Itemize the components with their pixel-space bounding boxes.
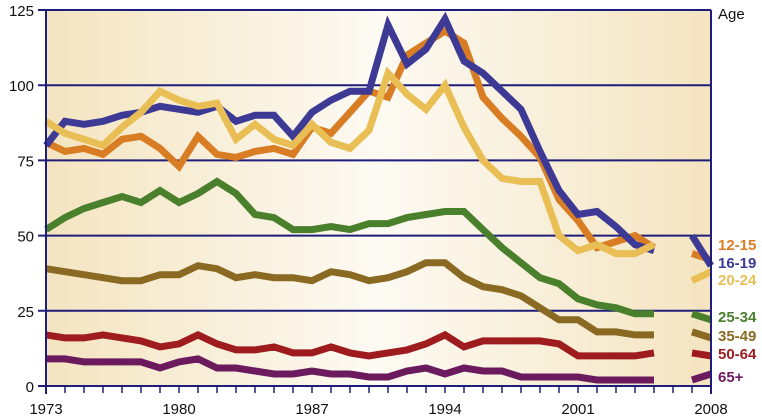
- series-line-25-34: [44, 177, 654, 318]
- series-line-20-24: [690, 268, 713, 284]
- y-tick-label: 25: [17, 304, 34, 321]
- x-tick-label: 1987: [295, 401, 328, 418]
- legend-label-20-24: 20-24: [718, 272, 757, 289]
- series-line-25-34: [690, 310, 713, 324]
- series-line-20-24: [44, 66, 656, 258]
- legend-label-25-34: 25-34: [718, 309, 757, 326]
- legend-title: Age: [718, 6, 745, 23]
- y-tick-label: 125: [9, 3, 34, 20]
- legend-label-35-49: 35-49: [718, 328, 757, 345]
- legend-label-50-64: 50-64: [718, 346, 757, 363]
- x-tick-label: 2008: [694, 401, 727, 418]
- series-line-50-64: [691, 349, 712, 360]
- x-tick-label: 2001: [561, 401, 594, 418]
- y-tick-label: 0: [26, 379, 34, 396]
- series-line-65+: [46, 355, 654, 384]
- legend-label-16-19: 16-19: [718, 255, 757, 272]
- x-tick-label: 1994: [428, 401, 461, 418]
- y-tick-label: 50: [17, 229, 34, 246]
- x-tick-label: 1980: [162, 401, 195, 418]
- series-line-50-64: [45, 330, 655, 360]
- series-line-35-49: [690, 328, 713, 342]
- plot-area: [46, 10, 711, 386]
- legend-label-65+: 65+: [718, 369, 744, 386]
- legend-label-12-15: 12-15: [718, 237, 757, 254]
- series-line-35-49: [45, 259, 654, 339]
- y-tick-label: 75: [17, 153, 34, 170]
- series-line-65+: [690, 370, 713, 384]
- x-tick-label: 1973: [29, 401, 62, 418]
- y-tick-label: 100: [9, 78, 34, 95]
- series-line-16-19: [689, 233, 714, 268]
